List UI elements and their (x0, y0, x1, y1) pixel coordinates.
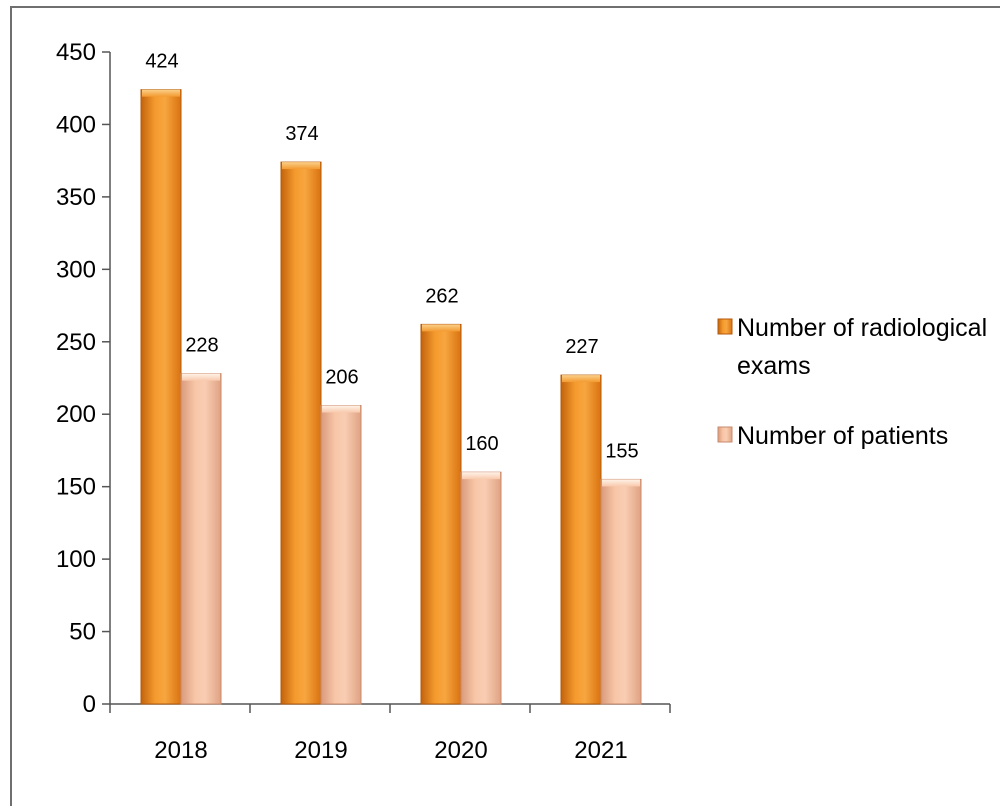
x-tick-label: 2020 (434, 737, 487, 764)
bars-group (140, 89, 642, 705)
bar-body (320, 405, 362, 705)
bar-body (280, 161, 322, 705)
bar (420, 323, 462, 705)
bar-cap (182, 373, 220, 381)
bar (560, 374, 602, 705)
bar (460, 471, 502, 705)
legend-item: Number of patients (717, 422, 948, 450)
bar-cap (322, 405, 360, 413)
x-tick-label: 2018 (154, 737, 207, 764)
y-tick-label: 250 (56, 329, 96, 356)
bar (140, 89, 182, 705)
legend-label: exams (737, 352, 811, 380)
axes-group: 0 50 100 150 200 250 300 350 400 450 2018 2019 2020 2… (56, 39, 671, 764)
bar-cap (462, 472, 500, 480)
bar (280, 161, 322, 705)
x-tick-label: 2021 (574, 737, 627, 764)
y-tick-label: 100 (56, 546, 96, 573)
data-label: 262 (425, 285, 458, 307)
y-tick-label: 400 (56, 111, 96, 138)
chart-frame (10, 6, 1000, 806)
y-tick-label: 150 (56, 474, 96, 501)
bar (180, 373, 222, 705)
data-label: 206 (325, 367, 358, 389)
y-tick-label: 200 (56, 401, 96, 428)
y-tick-label: 300 (56, 256, 96, 283)
bar-cap (282, 162, 320, 170)
legend-swatch (717, 426, 733, 443)
data-label: 424 (145, 51, 178, 73)
data-label: 160 (465, 433, 498, 455)
legend-label: Number of patients (737, 422, 948, 450)
bar-cap (142, 89, 180, 97)
legend: Number of radiological exams Number of pat… (717, 314, 987, 450)
legend-label: Number of radiological (737, 314, 987, 342)
bar-chart: 0 50 100 150 200 250 300 350 400 450 2018 2019 2020 2… (56, 39, 987, 764)
legend-swatch (717, 318, 733, 335)
bar-body (460, 471, 502, 705)
data-labels-group: 424 374 262 227 228 206 160 155 (145, 51, 638, 463)
y-tick-label: 0 (83, 691, 96, 718)
data-label: 227 (565, 336, 598, 358)
bar-body (600, 478, 642, 705)
bar-body (180, 373, 222, 705)
bar (600, 478, 642, 705)
bar-body (140, 89, 182, 705)
bar-body (560, 374, 602, 705)
data-label: 228 (185, 335, 218, 357)
x-tick-label: 2019 (294, 737, 347, 764)
legend-item: Number of radiological exams (717, 314, 987, 380)
bar (320, 405, 362, 705)
bar-cap (602, 479, 640, 487)
y-tick-label: 350 (56, 184, 96, 211)
bar-cap (422, 324, 460, 332)
bar-body (420, 323, 462, 705)
y-tick-label: 50 (69, 619, 96, 646)
data-label: 155 (605, 440, 638, 462)
bar-cap (562, 375, 600, 383)
data-label: 374 (285, 123, 318, 145)
y-tick-label: 450 (56, 39, 96, 66)
